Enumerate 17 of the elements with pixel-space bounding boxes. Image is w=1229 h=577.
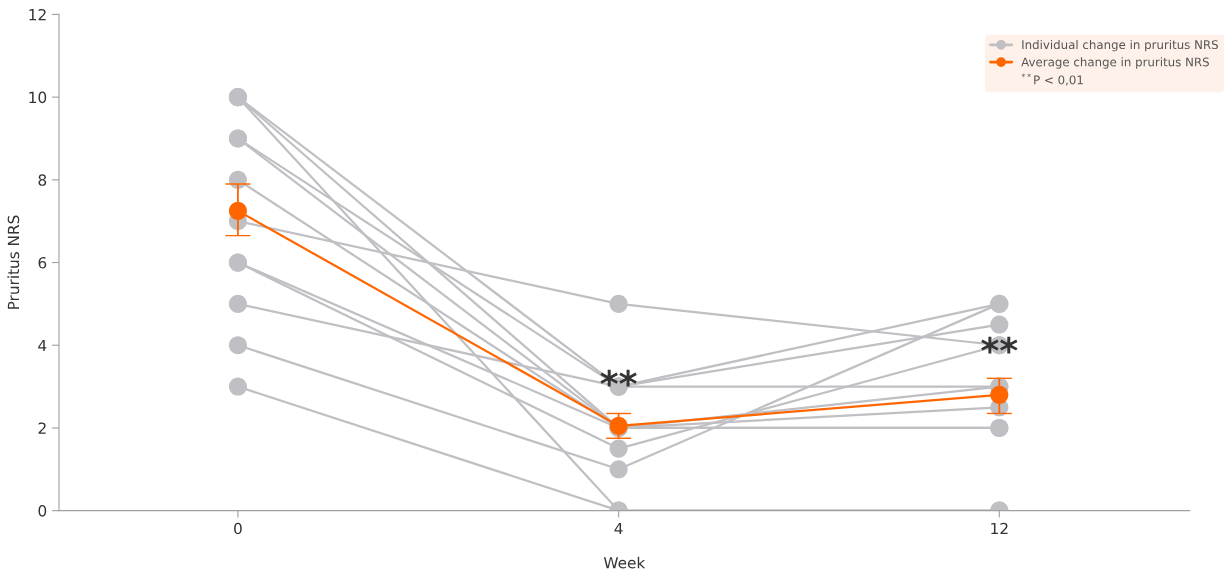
x-tick-label: 0 [234, 522, 242, 535]
x-tick-label: 4 [614, 522, 623, 535]
y-tick-label: 0 [38, 505, 47, 517]
x-tick-label: 12 [991, 522, 1008, 535]
legend-label: Average change in pruritus NRS [1021, 57, 1209, 69]
y-tick-label: 8 [38, 174, 47, 186]
y-tick-label: 6 [38, 257, 47, 269]
y-tick-label: 4 [38, 339, 47, 352]
y-tick-label: 2 [38, 422, 46, 434]
y-tick-label: 10 [29, 91, 47, 104]
annotation: $^{**}$P < 0,01 [1021, 73, 1083, 86]
x-axis-title: Week [603, 556, 646, 569]
legend-label: Individual change in pruritus NRS [1022, 39, 1218, 52]
annotation: ** [600, 369, 637, 387]
y-axis-title: Pruritus NRS [7, 215, 20, 309]
y-tick-label: 12 [29, 8, 46, 21]
annotation: ** [981, 336, 1018, 354]
